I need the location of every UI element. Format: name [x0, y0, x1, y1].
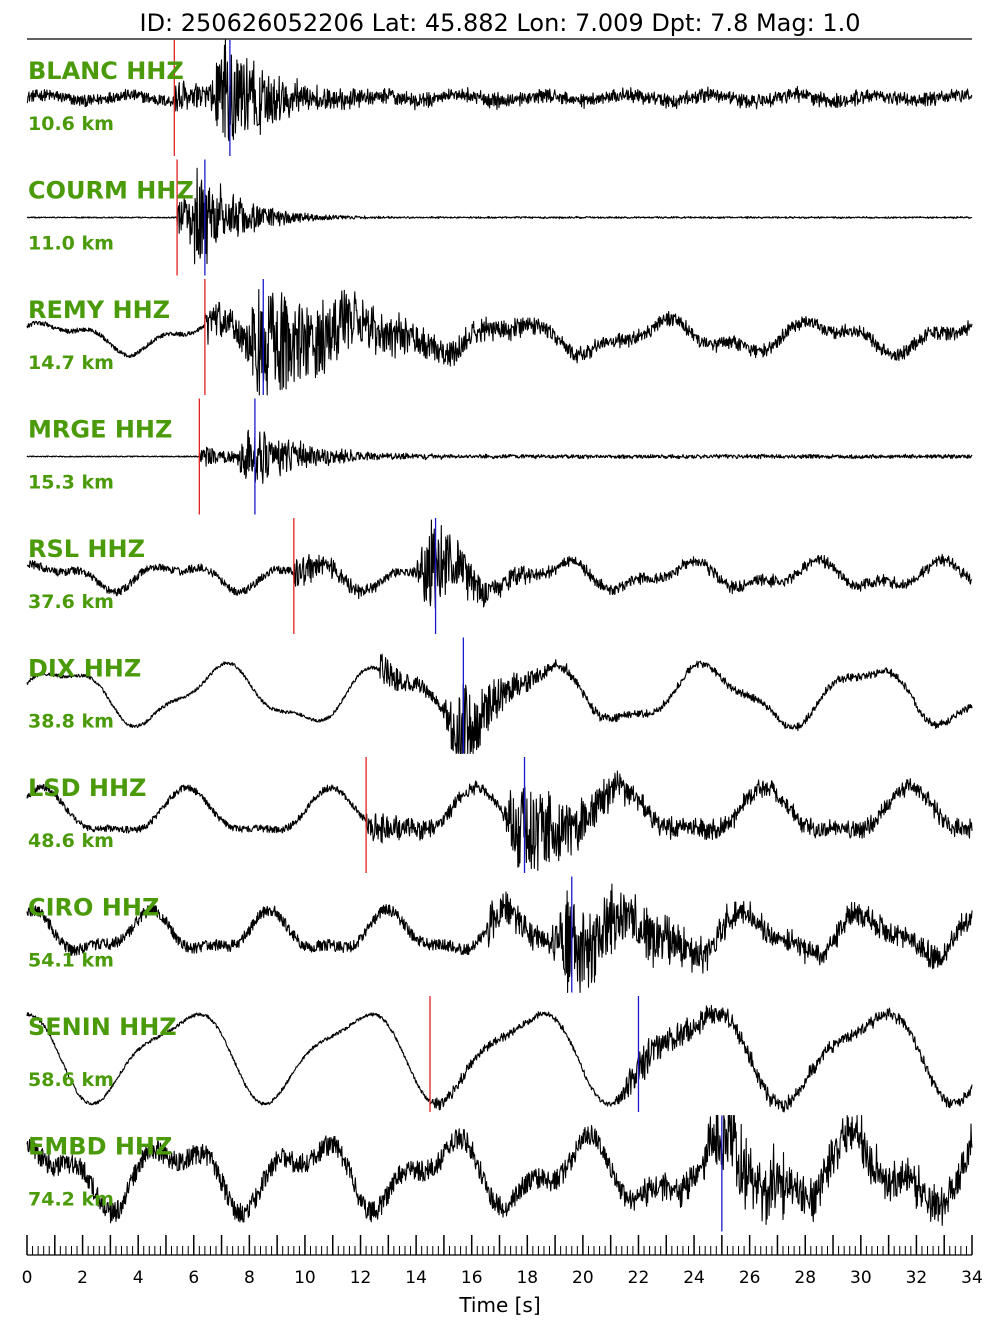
station-label-0: BLANC HHZ	[28, 57, 184, 85]
distance-label-2: 14.7 km	[28, 352, 114, 374]
distance-label-5: 38.8 km	[28, 711, 114, 733]
trace-6: LSD HHZ 48.6 km	[26, 757, 973, 873]
x-tick-label: 34	[961, 1268, 983, 1288]
station-label-6: LSD HHZ	[28, 774, 146, 802]
x-tick-label: 28	[794, 1268, 816, 1288]
station-label-9: EMBD HHZ	[28, 1133, 172, 1161]
x-tick-label: 0	[22, 1268, 33, 1288]
trace-9: EMBD HHZ 74.2 km	[26, 1114, 973, 1232]
x-tick-label: 32	[906, 1268, 928, 1288]
distance-label-0: 10.6 km	[28, 113, 114, 135]
distance-label-3: 15.3 km	[28, 472, 114, 494]
station-label-8: SENIN HHZ	[28, 1013, 177, 1041]
x-tick-label: 16	[461, 1268, 483, 1288]
station-label-2: REMY HHZ	[28, 296, 170, 324]
station-label-3: MRGE HHZ	[28, 416, 172, 444]
distance-label-7: 54.1 km	[28, 950, 114, 972]
waveform-0	[26, 39, 973, 142]
time-axis: 0 2 4 6 8 10 12 14 16 18 20 22 24 26 28 30 32 34	[22, 1235, 983, 1288]
x-tick-label: 8	[244, 1268, 255, 1288]
waveform-1	[26, 167, 973, 265]
trace-7: CIRO HHZ 54.1 km	[26, 876, 973, 994]
trace-0: BLANC HHZ 10.6 km	[26, 39, 973, 156]
x-tick-label: 30	[850, 1268, 872, 1288]
x-tick-label: 20	[572, 1268, 594, 1288]
traces-group: BLANC HHZ 10.6 km COURM HHZ 11.0 km REMY HHZ…	[26, 39, 973, 1232]
trace-8: SENIN HHZ 58.6 km	[26, 996, 973, 1113]
x-tick-label: 4	[133, 1268, 144, 1288]
trace-1: COURM HHZ 11.0 km	[26, 159, 973, 276]
x-axis-label: Time [s]	[458, 1293, 540, 1317]
x-tick-label: 24	[683, 1268, 705, 1288]
waveform-5	[26, 653, 973, 755]
distance-label-4: 37.6 km	[28, 591, 114, 613]
station-label-7: CIRO HHZ	[28, 894, 159, 922]
waveform-7	[26, 883, 973, 994]
waveform-4	[26, 519, 973, 609]
distance-label-8: 58.6 km	[28, 1069, 114, 1091]
x-tick-label: 26	[739, 1268, 761, 1288]
chart-title: ID: 250626052206 Lat: 45.882 Lon: 7.009 …	[139, 9, 860, 37]
distance-label-9: 74.2 km	[28, 1189, 114, 1211]
trace-4: RSL HHZ 37.6 km	[26, 518, 973, 634]
x-tick-label: 12	[350, 1268, 372, 1288]
waveform-2	[26, 288, 973, 396]
station-label-5: DIX HHZ	[28, 655, 141, 683]
waveform-6	[26, 770, 973, 871]
station-label-4: RSL HHZ	[28, 535, 145, 563]
distance-label-1: 11.0 km	[28, 233, 114, 255]
x-tick-label: 14	[405, 1268, 427, 1288]
x-tick-label: 6	[188, 1268, 199, 1288]
trace-5: DIX HHZ 38.8 km	[26, 637, 973, 755]
x-tick-label: 22	[628, 1268, 650, 1288]
waveform-9	[26, 1114, 973, 1226]
waveform-8	[26, 1004, 973, 1113]
trace-2: REMY HHZ 14.7 km	[26, 279, 973, 396]
x-tick-label: 18	[516, 1268, 538, 1288]
waveform-3	[26, 429, 973, 484]
x-tick-label: 2	[77, 1268, 88, 1288]
distance-label-6: 48.6 km	[28, 830, 114, 852]
trace-3: MRGE HHZ 15.3 km	[26, 398, 973, 515]
x-tick-label: 10	[294, 1268, 316, 1288]
station-label-1: COURM HHZ	[28, 177, 194, 205]
